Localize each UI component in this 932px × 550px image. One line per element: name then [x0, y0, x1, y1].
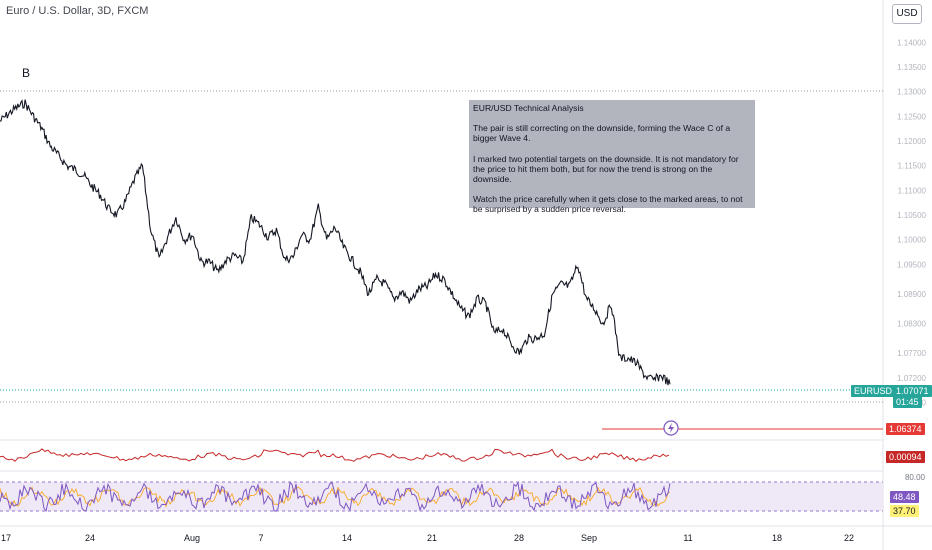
y-tick-label: 1.10500 — [897, 211, 926, 220]
price-scale[interactable] — [883, 0, 932, 550]
y-tick-label: 1.12000 — [897, 137, 926, 146]
rsi-line — [0, 481, 671, 513]
y-tick-label: 1.10000 — [897, 236, 926, 245]
x-tick-label: 18 — [772, 533, 782, 543]
note-paragraph-1: The pair is still correcting on the down… — [473, 123, 733, 144]
x-tick-label: 24 — [85, 533, 95, 543]
x-tick-label: 21 — [427, 533, 437, 543]
y-tick-label: 1.07200 — [897, 374, 926, 383]
x-tick-label: 28 — [514, 533, 524, 543]
x-tick-label: 14 — [342, 533, 352, 543]
target-price-tag: 1.06374 — [886, 423, 925, 435]
chart-title: Euro / U.S. Dollar, 3D, FXCM — [6, 5, 149, 17]
y-tick-label: 1.13000 — [897, 88, 926, 97]
x-tick-label: Aug — [184, 533, 200, 543]
rsi-value-tag: 48.48 — [890, 491, 919, 503]
analysis-note[interactable]: EUR/USD Technical Analysis The pair is s… — [469, 100, 755, 214]
note-paragraph-3: Watch the price carefully when it gets c… — [473, 194, 745, 215]
rsi-signal-tag: 37.70 — [890, 505, 919, 517]
x-tick-label: 22 — [844, 533, 854, 543]
lightning-alert-icon[interactable] — [663, 420, 679, 436]
rsi-tick-label: 80.00 — [904, 473, 925, 482]
x-tick-label: 11 — [683, 533, 692, 543]
wave-label: B — [22, 66, 31, 80]
x-axis-ticks: 17 24 Aug 7 14 21 28 Sep 11 18 22 — [1, 533, 854, 543]
last-price-tag: 1.07071 — [893, 385, 932, 397]
y-tick-label: 1.11000 — [898, 186, 927, 195]
y-tick-label: 1.12500 — [897, 112, 926, 121]
note-paragraph-2: I marked two potential targets on the do… — [473, 153, 741, 185]
y-tick-label: 1.08900 — [897, 290, 926, 299]
y-tick-label: 1.09500 — [897, 260, 926, 269]
y-tick-label: 1.08300 — [897, 320, 926, 329]
oscillator-line — [0, 448, 670, 463]
countdown-tag: 01:45 — [893, 396, 922, 408]
y-tick-label: 1.07700 — [897, 349, 926, 358]
oscillator-value-tag: 0.00094 — [886, 451, 925, 463]
symbol-tag[interactable]: EURUSD — [851, 385, 896, 397]
y-tick-label: 1.11500 — [898, 162, 927, 171]
price-series-line — [0, 99, 671, 386]
y-tick-label: 1.14000 — [897, 38, 926, 47]
x-tick-label: 7 — [258, 533, 263, 543]
y-tick-label: 1.13500 — [897, 63, 926, 72]
currency-button[interactable]: USD — [892, 4, 922, 24]
x-tick-label: 17 — [1, 533, 11, 543]
note-title: EUR/USD Technical Analysis — [473, 103, 584, 113]
x-tick-label: Sep — [581, 533, 597, 543]
